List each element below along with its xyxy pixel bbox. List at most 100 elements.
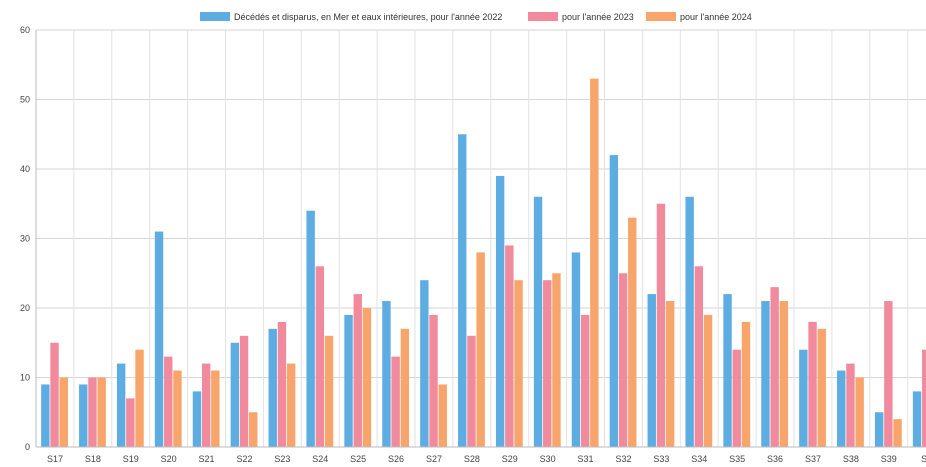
legend-label: pour l'année 2023 [562, 12, 634, 22]
bar-s20-series-1[interactable] [154, 231, 164, 447]
bar-s36-series-1[interactable] [761, 301, 770, 447]
x-tick-label: S4 [921, 454, 926, 464]
bar-s18-series-2[interactable] [88, 377, 97, 448]
bar-s31-series-2[interactable] [580, 314, 590, 447]
bar-s29-series-1[interactable] [495, 175, 505, 447]
bar-s26-series-1[interactable] [382, 301, 391, 447]
bar-s25-series-2[interactable] [353, 294, 362, 447]
legend-swatch [646, 12, 676, 21]
x-tick-label: S26 [388, 454, 404, 464]
bar-s26-series-2[interactable] [391, 356, 400, 447]
bar-s33-series-3[interactable] [665, 301, 675, 447]
x-tick-label: S28 [464, 454, 480, 464]
bar-s23-series-2[interactable] [277, 321, 287, 447]
bar-s28-series-2[interactable] [467, 335, 476, 447]
bar-s18-series-3[interactable] [97, 377, 106, 448]
bars-layer [41, 78, 926, 448]
bar-s40-series-1[interactable] [912, 391, 922, 447]
y-tick-label: 60 [20, 25, 30, 35]
bar-s21-series-1[interactable] [192, 391, 202, 447]
bar-s23-series-1[interactable] [268, 328, 277, 447]
bar-s29-series-2[interactable] [505, 245, 514, 447]
bar-s22-series-1[interactable] [230, 342, 240, 447]
bar-s30-series-1[interactable] [533, 196, 543, 447]
bar-s21-series-3[interactable] [211, 370, 220, 447]
legend-item-1[interactable]: Décédés et disparus, en Mer et eaux inté… [200, 12, 502, 22]
bar-s20-series-3[interactable] [173, 370, 182, 447]
bar-s38-series-2[interactable] [846, 363, 855, 447]
bar-s17-series-3[interactable] [59, 377, 68, 448]
bar-s24-series-3[interactable] [324, 335, 334, 447]
bar-s27-series-1[interactable] [420, 280, 429, 447]
x-tick-label: S38 [843, 454, 859, 464]
bar-s19-series-2[interactable] [126, 398, 135, 447]
x-tick-label: S39 [881, 454, 897, 464]
y-tick-label: 0 [25, 442, 30, 452]
bar-s36-series-3[interactable] [779, 301, 789, 447]
legend-item-2[interactable]: pour l'année 2023 [528, 12, 634, 22]
bar-s28-series-3[interactable] [476, 252, 485, 447]
x-tick-label: S31 [578, 454, 594, 464]
bar-s22-series-2[interactable] [239, 335, 249, 447]
x-tick-label: S19 [123, 454, 139, 464]
bar-s34-series-2[interactable] [694, 266, 704, 447]
bar-s24-series-2[interactable] [315, 266, 325, 447]
y-tick-label: 40 [20, 164, 30, 174]
bar-s31-series-3[interactable] [590, 78, 599, 448]
bar-s35-series-1[interactable] [723, 294, 732, 447]
bar-s33-series-1[interactable] [647, 294, 656, 447]
bar-s31-series-1[interactable] [571, 252, 581, 447]
bar-s19-series-1[interactable] [116, 363, 126, 447]
bar-s28-series-1[interactable] [458, 134, 467, 447]
bar-s19-series-3[interactable] [135, 349, 144, 447]
bar-s39-series-1[interactable] [874, 412, 884, 447]
bar-s25-series-1[interactable] [344, 314, 353, 447]
x-tick-label: S21 [199, 454, 215, 464]
x-tick-label: S32 [615, 454, 631, 464]
bar-s34-series-3[interactable] [703, 314, 713, 447]
x-tick-label: S25 [350, 454, 366, 464]
bar-s17-series-2[interactable] [50, 342, 59, 447]
bar-s27-series-3[interactable] [438, 384, 447, 447]
bar-s37-series-3[interactable] [817, 328, 826, 447]
bar-s39-series-3[interactable] [893, 419, 902, 447]
bar-s34-series-1[interactable] [685, 196, 694, 447]
bar-s38-series-3[interactable] [855, 377, 864, 448]
legend-label: pour l'année 2024 [680, 12, 752, 22]
bar-s26-series-3[interactable] [400, 328, 410, 447]
bar-s35-series-2[interactable] [732, 349, 741, 447]
x-tick-label: S36 [767, 454, 783, 464]
bar-s29-series-3[interactable] [514, 280, 523, 447]
bar-s22-series-3[interactable] [249, 412, 258, 447]
bar-s32-series-2[interactable] [618, 273, 628, 447]
bar-s24-series-1[interactable] [306, 210, 315, 447]
bar-s18-series-1[interactable] [79, 384, 88, 447]
bar-s35-series-3[interactable] [741, 321, 751, 447]
y-tick-label: 10 [20, 373, 30, 383]
bar-s23-series-3[interactable] [286, 363, 296, 447]
bar-s21-series-2[interactable] [201, 363, 211, 447]
bar-s30-series-3[interactable] [552, 273, 561, 447]
bar-s33-series-2[interactable] [656, 203, 666, 447]
bar-s38-series-1[interactable] [837, 370, 846, 447]
bar-s39-series-2[interactable] [884, 301, 893, 447]
bar-s27-series-2[interactable] [429, 314, 438, 447]
bar-s32-series-1[interactable] [609, 155, 619, 447]
bar-s40-series-2[interactable] [922, 349, 926, 447]
axes-layer: 0 10 20 30 40 50 60 S17 S18 S19 S20 S21 S22 S23 S24 S25… [20, 25, 926, 464]
x-tick-label: S37 [805, 454, 821, 464]
bar-s20-series-2[interactable] [164, 356, 173, 447]
bar-s36-series-2[interactable] [770, 287, 779, 447]
bar-s30-series-2[interactable] [543, 280, 552, 447]
bar-s25-series-3[interactable] [362, 308, 372, 447]
y-tick-label: 20 [20, 303, 30, 313]
legend-label: Décédés et disparus, en Mer et eaux inté… [234, 12, 502, 22]
legend[interactable]: Décédés et disparus, en Mer et eaux inté… [200, 12, 752, 22]
x-tick-label: S23 [274, 454, 290, 464]
bar-s17-series-1[interactable] [41, 384, 50, 447]
legend-item-3[interactable]: pour l'année 2024 [646, 12, 752, 22]
bar-s32-series-3[interactable] [628, 217, 637, 447]
y-tick-label: 50 [20, 95, 30, 105]
bar-s37-series-1[interactable] [799, 349, 808, 447]
bar-s37-series-2[interactable] [808, 321, 817, 447]
